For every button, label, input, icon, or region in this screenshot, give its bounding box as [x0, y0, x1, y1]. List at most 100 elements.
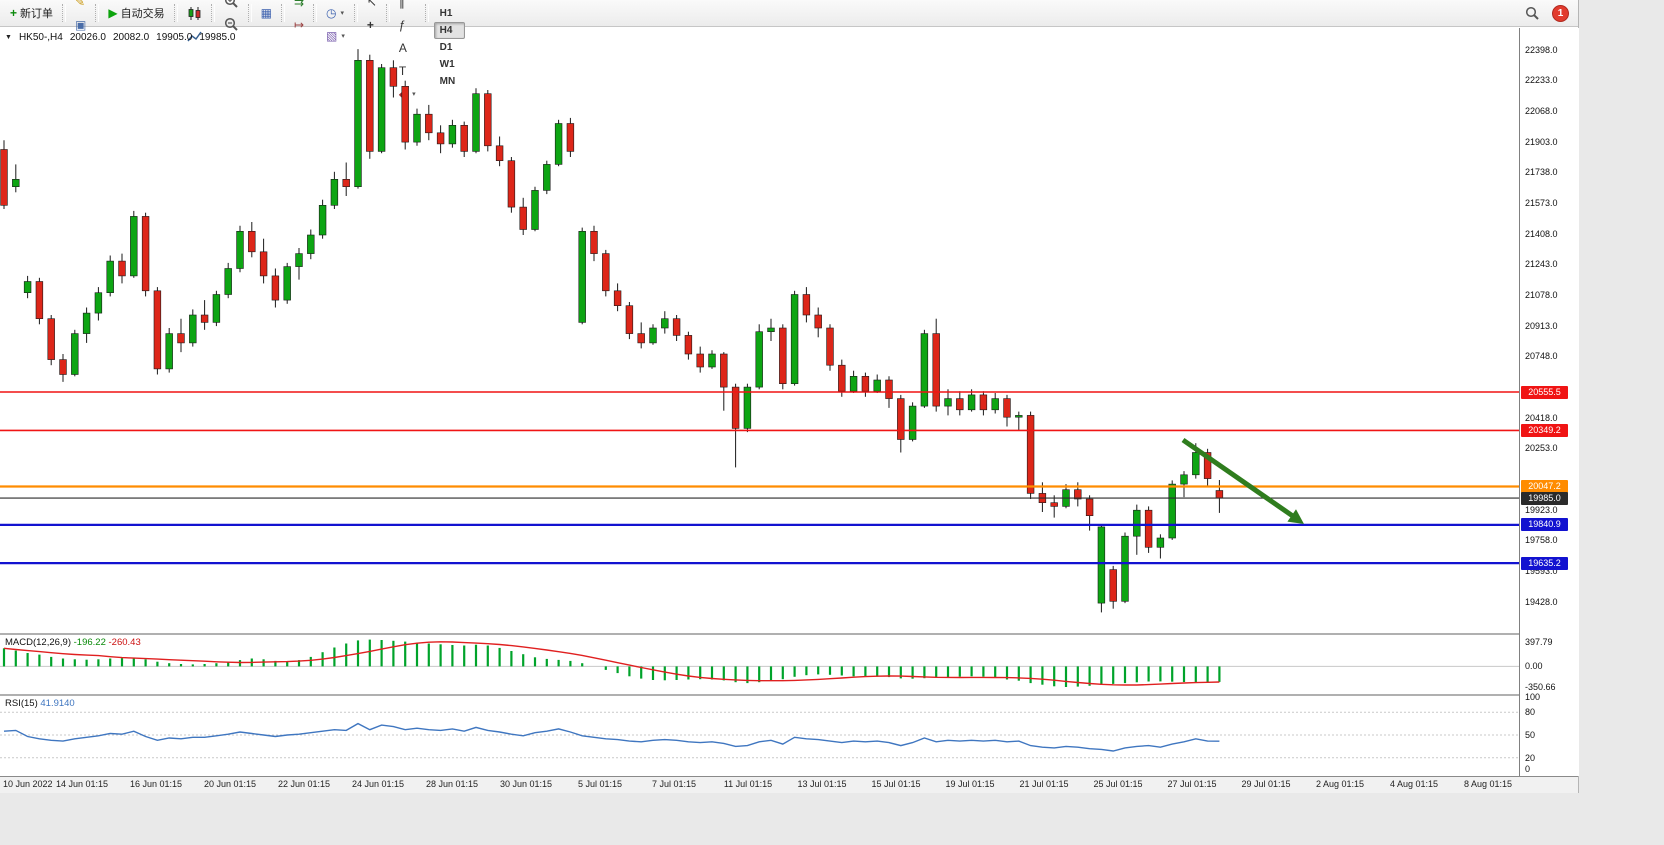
price-line-tag: 20047.2 [1521, 480, 1568, 493]
price-grid-label: 19593.0 [1525, 565, 1558, 576]
rsi-line [3, 722, 1220, 752]
rsi-pane-canvas[interactable] [0, 696, 1519, 775]
rsi-scale-label: 20 [1525, 753, 1536, 763]
macd-scale-label: 0.00 [1525, 661, 1543, 672]
templates-button[interactable]: ▧ ▾ [321, 25, 350, 48]
main-toolbar: +新订单✎▣▶自动交易▦⇉↦+▾◷▾▧▾↖+│─╱∥ƒAT◆▾M1M5M15M3… [0, 0, 1578, 100]
price-line-tag: 19985.0 [1521, 491, 1568, 505]
toolbar-group: + 新订单 [5, 2, 58, 25]
fibonacci-button[interactable]: ƒ [394, 13, 421, 36]
metaeditor-icon: ✎ [75, 0, 86, 9]
price-line-tag: 20555.5 [1521, 385, 1568, 399]
zoom-out-button[interactable] [219, 13, 244, 36]
toolbar-group [182, 0, 207, 48]
time-axis-label: 24 Jun 01:15 [351, 779, 405, 789]
time-axis[interactable]: 10 Jun 2022 14 Jun 01:15 16 Jun 01:15 20 Ju… [0, 776, 1578, 793]
macd-histogram [2, 639, 1221, 687]
auto-scroll-icon: ⇉ [293, 0, 304, 9]
time-axis-label: 21 Jul 01:15 [1019, 779, 1069, 789]
tile-windows-button[interactable]: ▦ [256, 2, 277, 25]
toolbar-groups: +新订单✎▣▶自动交易▦⇉↦+▾◷▾▧▾↖+│─╱∥ƒAT◆▾M1M5M15M3… [5, 0, 466, 105]
timeframe-h4[interactable]: H4 [433, 21, 466, 39]
collapse-chart-icon[interactable]: ▼ [5, 34, 12, 41]
price-line-tag: 19840.9 [1521, 518, 1568, 532]
price-grid-label: 20253.0 [1525, 443, 1558, 454]
metaeditor-button[interactable]: ✎ [70, 0, 91, 13]
price-grid-label: 22233.0 [1525, 75, 1558, 86]
price-grid-label: 21408.0 [1525, 228, 1558, 239]
horizontal-lines-group [0, 391, 1519, 565]
chart-shift-button[interactable]: ↦ [289, 13, 309, 36]
toolbar-separator [280, 4, 285, 22]
zoom-out-icon [224, 17, 238, 31]
cursor-button[interactable]: ↖ [362, 0, 382, 13]
toolbar-group: ↖ + [362, 0, 382, 36]
time-axis-label: 25 Jul 01:15 [1093, 779, 1143, 789]
toolbar-group: +▾◷▾▧▾ [321, 0, 350, 48]
toolbar-separator [95, 4, 100, 22]
timeframe-w1[interactable]: W1 [439, 58, 455, 70]
chart-window-button[interactable]: ▣ [70, 13, 91, 36]
timeframe-d1[interactable]: D1 [439, 41, 453, 53]
toolbar-group: ▶ 自动交易 [103, 2, 169, 25]
new-order-button[interactable]: + 新订单 [5, 2, 58, 25]
time-axis-label: 14 Jun 01:15 [55, 779, 109, 789]
toolbar-separator [62, 4, 67, 22]
time-axis-label: 27 Jul 01:15 [1167, 779, 1217, 789]
price-grid-label: 21573.0 [1525, 197, 1558, 208]
crosshair-icon: + [366, 17, 374, 32]
time-axis-label: 29 Jul 01:15 [1241, 779, 1291, 789]
auto-scroll-button[interactable]: ⇉ [289, 0, 309, 13]
symbol-search-button[interactable] [1520, 2, 1545, 25]
pane-divider[interactable] [0, 694, 1578, 696]
fibonacci-icon: ƒ [398, 17, 406, 32]
price-grid-label: 22398.0 [1525, 44, 1558, 55]
toolbar-group [219, 0, 244, 36]
text-icon: A [398, 40, 407, 55]
main-chart-canvas[interactable] [0, 28, 1519, 633]
price-axis[interactable]: 22398.0 22233.0 22068.0 21903.0 21738.0 21573… [1519, 28, 1579, 776]
macd-pane-canvas[interactable] [0, 635, 1519, 694]
macd-scale-label: 397.79 [1525, 637, 1553, 647]
equidistant-channel-button[interactable]: ∥ [394, 0, 421, 13]
time-axis-label: 15 Jul 01:15 [871, 779, 921, 789]
pane-divider[interactable] [0, 633, 1578, 635]
new-order-icon: + [10, 6, 18, 20]
price-line-tag: 19635.2 [1521, 556, 1568, 570]
dropdown-caret-icon: ▾ [341, 33, 345, 40]
toolbar-separator [353, 4, 358, 22]
macd-scale-label: -350.66 [1525, 682, 1556, 692]
text-button[interactable]: A [394, 36, 421, 59]
price-grid-label: 21903.0 [1525, 136, 1558, 147]
text-label-button[interactable]: T [394, 59, 421, 82]
dropdown-caret-icon: ▾ [412, 90, 416, 98]
toolbar-separator [424, 4, 429, 22]
time-axis-label: 13 Jul 01:15 [797, 779, 847, 789]
dropdown-caret-icon: ▾ [340, 10, 344, 17]
time-axis-label: 22 Jun 01:15 [277, 779, 331, 789]
toolbar-group: ✎ ▣ [70, 0, 91, 36]
trend-arrow[interactable] [1181, 437, 1304, 524]
periods-icon: ◷ [326, 6, 337, 20]
chart-shift-icon: ↦ [293, 17, 304, 32]
price-grid-label: 19923.0 [1525, 504, 1558, 515]
notifications-badge[interactable]: 1 [1552, 4, 1569, 22]
time-axis-label: 10 Jun 2022 [3, 779, 53, 789]
price-grid-label: 20913.0 [1525, 320, 1558, 331]
candlestick-chart-button[interactable] [182, 2, 207, 25]
autotrading-button[interactable]: ▶ 自动交易 [103, 2, 169, 25]
periods-button[interactable]: ◷ ▾ [321, 2, 350, 25]
line-chart-icon [187, 31, 202, 41]
timeframe-h1[interactable]: H1 [439, 7, 453, 19]
time-axis-label: 5 Jul 01:15 [577, 779, 623, 789]
time-axis-label: 8 Aug 01:15 [1463, 779, 1513, 789]
timeframe-mn[interactable]: MN [439, 75, 456, 87]
time-axis-label: 4 Aug 01:15 [1389, 779, 1439, 789]
timeframe-m30[interactable]: M30 [434, 0, 465, 5]
crosshair-button[interactable]: + [362, 13, 382, 36]
macd-signal-line [3, 641, 1220, 686]
price-line-tag: 20349.2 [1521, 423, 1568, 437]
time-axis-label: 28 Jun 01:15 [425, 779, 479, 789]
zoom-in-button[interactable] [219, 0, 244, 13]
line-chart-button[interactable] [182, 25, 207, 48]
